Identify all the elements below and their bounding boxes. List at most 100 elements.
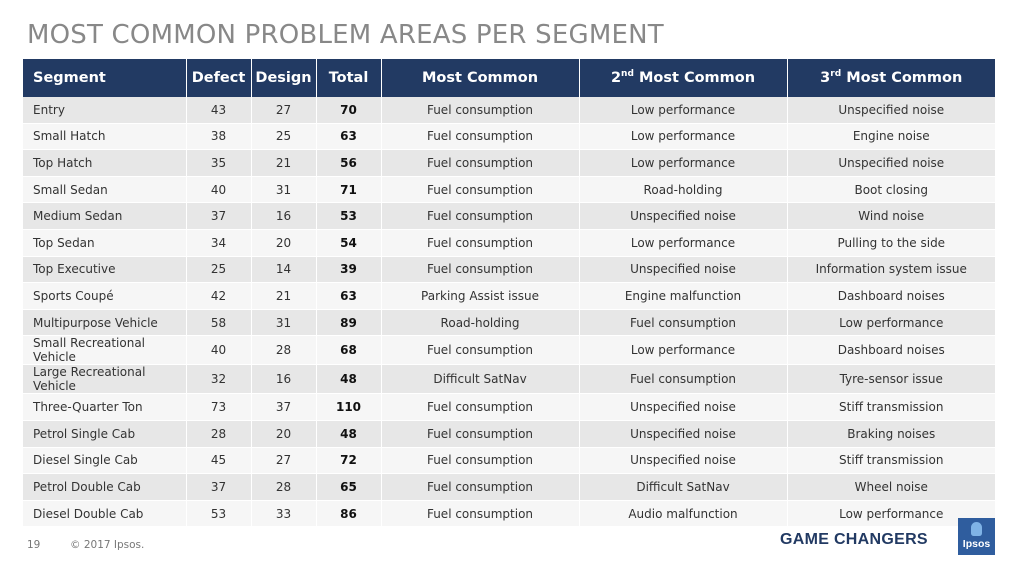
defect-cell: 37 <box>186 473 252 501</box>
design-cell: 16 <box>251 364 317 395</box>
third-most-common-cell: Braking noises <box>787 420 995 448</box>
table-row: Small Hatch 38 25 63 Fuel consumption Low per… <box>23 123 995 151</box>
second-most-common-cell: Engine malfunction <box>579 282 788 310</box>
most-common-cell: Fuel consumption <box>381 202 580 230</box>
most-common-cell: Difficult SatNav <box>381 364 580 395</box>
defect-cell: 40 <box>186 335 252 366</box>
third-most-common-cell: Pulling to the side <box>787 229 995 257</box>
defect-cell: 40 <box>186 176 252 204</box>
design-cell: 28 <box>251 335 317 366</box>
second-most-common-cell: Unspecified noise <box>579 420 788 448</box>
total-cell: 63 <box>316 123 382 151</box>
header-defect: Defect <box>186 59 252 97</box>
design-cell: 16 <box>251 202 317 230</box>
segment-cell: Three-Quarter Ton <box>23 393 187 421</box>
header-second-most-common: 2nd Most Common <box>579 59 788 97</box>
segment-cell: Medium Sedan <box>23 202 187 230</box>
defect-cell: 38 <box>186 123 252 151</box>
total-cell: 53 <box>316 202 382 230</box>
table-row: Diesel Double Cab 53 33 86 Fuel consumption A… <box>23 500 995 528</box>
design-cell: 21 <box>251 282 317 310</box>
second-most-common-cell: Low performance <box>579 229 788 257</box>
table-row: Top Sedan 34 20 54 Fuel consumption Low perfo… <box>23 229 995 257</box>
third-most-common-cell: Stiff transmission <box>787 393 995 421</box>
design-cell: 28 <box>251 473 317 501</box>
design-cell: 31 <box>251 176 317 204</box>
second-most-common-cell: Difficult SatNav <box>579 473 788 501</box>
third-most-common-cell: Information system issue <box>787 256 995 284</box>
third-most-common-cell: Unspecified noise <box>787 149 995 177</box>
total-cell: 71 <box>316 176 382 204</box>
third-most-common-cell: Stiff transmission <box>787 447 995 475</box>
most-common-cell: Fuel consumption <box>381 229 580 257</box>
second-most-common-cell: Unspecified noise <box>579 256 788 284</box>
total-cell: 56 <box>316 149 382 177</box>
total-cell: 86 <box>316 500 382 528</box>
third-most-common-cell: Wind noise <box>787 202 995 230</box>
most-common-cell: Fuel consumption <box>381 393 580 421</box>
second-most-common-cell: Audio malfunction <box>579 500 788 528</box>
defect-cell: 32 <box>186 364 252 395</box>
header-most-common: Most Common <box>381 59 580 97</box>
most-common-cell: Road-holding <box>381 309 580 337</box>
most-common-cell: Fuel consumption <box>381 335 580 366</box>
total-cell: 39 <box>316 256 382 284</box>
problem-areas-table: Segment Defect Design Total Most Common … <box>23 59 995 528</box>
segment-cell: Multipurpose Vehicle <box>23 309 187 337</box>
segment-cell: Top Executive <box>23 256 187 284</box>
second-most-common-cell: Low performance <box>579 123 788 151</box>
second-most-common-cell: Fuel consumption <box>579 309 788 337</box>
most-common-cell: Fuel consumption <box>381 420 580 448</box>
third-most-common-cell: Wheel noise <box>787 473 995 501</box>
third-most-common-cell: Low performance <box>787 309 995 337</box>
table-row: Entry 43 27 70 Fuel consumption Low performan… <box>23 97 995 124</box>
table-row: Diesel Single Cab 45 27 72 Fuel consumption U… <box>23 447 995 475</box>
total-cell: 48 <box>316 420 382 448</box>
logo-mark-icon <box>971 522 982 536</box>
design-cell: 14 <box>251 256 317 284</box>
defect-cell: 34 <box>186 229 252 257</box>
table-row: Multipurpose Vehicle 58 31 89 Road-holding Fu… <box>23 309 995 337</box>
second-most-common-cell: Unspecified noise <box>579 202 788 230</box>
total-cell: 89 <box>316 309 382 337</box>
total-cell: 65 <box>316 473 382 501</box>
segment-cell: Large Recreational Vehicle <box>23 364 187 395</box>
total-cell: 54 <box>316 229 382 257</box>
third-most-common-cell: Dashboard noises <box>787 282 995 310</box>
design-cell: 27 <box>251 447 317 475</box>
total-cell: 63 <box>316 282 382 310</box>
total-cell: 70 <box>316 97 382 124</box>
most-common-cell: Fuel consumption <box>381 123 580 151</box>
second-most-common-cell: Low performance <box>579 97 788 124</box>
segment-cell: Small Sedan <box>23 176 187 204</box>
segment-cell: Entry <box>23 97 187 124</box>
design-cell: 21 <box>251 149 317 177</box>
header-third-most-common: 3rd Most Common <box>787 59 995 97</box>
defect-cell: 42 <box>186 282 252 310</box>
second-most-common-cell: Low performance <box>579 149 788 177</box>
copyright-text: © 2017 Ipsos. <box>70 539 145 551</box>
total-cell: 48 <box>316 364 382 395</box>
segment-cell: Petrol Double Cab <box>23 473 187 501</box>
most-common-cell: Fuel consumption <box>381 97 580 124</box>
ipsos-logo: Ipsos <box>958 518 995 555</box>
table-body: Entry 43 27 70 Fuel consumption Low performan… <box>23 97 995 528</box>
defect-cell: 73 <box>186 393 252 421</box>
table-row: Top Hatch 35 21 56 Fuel consumption Low perfo… <box>23 149 995 177</box>
most-common-cell: Fuel consumption <box>381 500 580 528</box>
third-most-common-cell: Tyre-sensor issue <box>787 364 995 395</box>
header-total: Total <box>316 59 382 97</box>
segment-cell: Petrol Single Cab <box>23 420 187 448</box>
design-cell: 25 <box>251 123 317 151</box>
second-most-common-cell: Unspecified noise <box>579 393 788 421</box>
defect-cell: 53 <box>186 500 252 528</box>
logo-text: Ipsos <box>962 538 991 550</box>
table-row: Large Recreational Vehicle 32 16 48 Difficul… <box>23 364 995 395</box>
design-cell: 20 <box>251 229 317 257</box>
total-cell: 68 <box>316 335 382 366</box>
header-segment: Segment <box>23 59 187 97</box>
third-most-common-cell: Boot closing <box>787 176 995 204</box>
most-common-cell: Fuel consumption <box>381 447 580 475</box>
table-row: Small Recreational Vehicle 40 28 68 Fuel con… <box>23 335 995 366</box>
second-most-common-cell: Fuel consumption <box>579 364 788 395</box>
